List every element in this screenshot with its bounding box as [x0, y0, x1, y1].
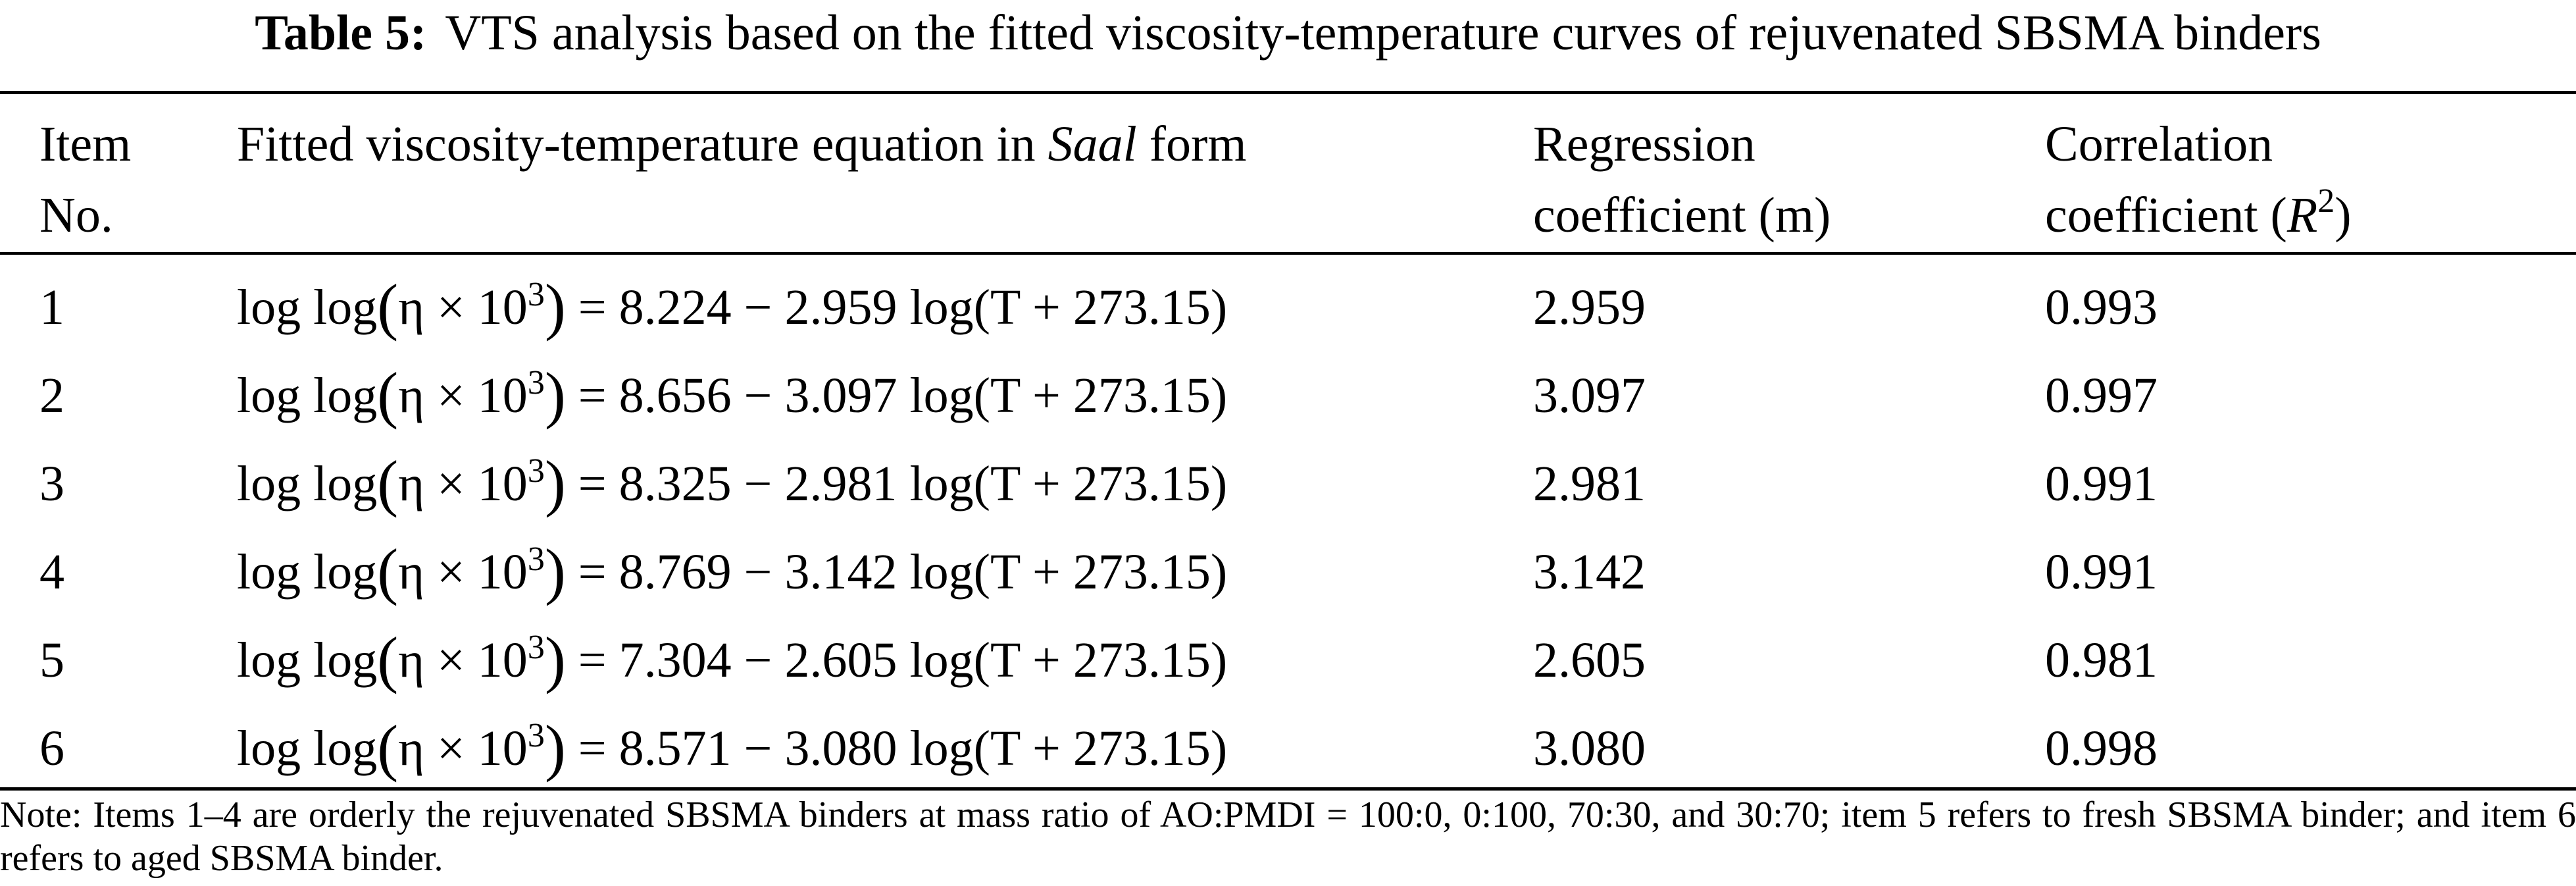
- header-regression: Regression coefficient (m): [1533, 117, 1831, 243]
- cell-equation: log log(η × 103) = 8.325 − 2.981 log(T +…: [237, 448, 1228, 518]
- cell-equation: log log(η × 103) = 8.571 − 3.080 log(T +…: [237, 712, 1228, 783]
- cell-correlation: 0.991: [2045, 456, 2158, 511]
- cell-correlation: 0.998: [2045, 721, 2158, 776]
- header-item-no: Item No.: [39, 117, 132, 243]
- cell-equation: log log(η × 103) = 8.769 − 3.142 log(T +…: [237, 536, 1228, 606]
- cell-regression: 2.981: [1533, 456, 1646, 511]
- cell-equation: log log(η × 103) = 7.304 − 2.605 log(T +…: [237, 624, 1228, 694]
- cell-regression: 3.142: [1533, 544, 1646, 600]
- table-row: 4 log log(η × 103) = 8.769 − 3.142 log(T …: [0, 528, 2576, 616]
- cell-equation: log log(η × 103) = 8.224 − 2.959 log(T +…: [237, 271, 1228, 342]
- cell-correlation: 0.993: [2045, 280, 2158, 335]
- header-equation: Fitted viscosity-temperature equation in…: [237, 117, 1247, 172]
- cell-item: 4: [39, 544, 64, 600]
- cell-correlation: 0.991: [2045, 544, 2158, 600]
- cell-item: 3: [39, 456, 64, 511]
- cell-item: 1: [39, 280, 64, 335]
- table-row: 2 log log(η × 103) = 8.656 − 3.097 log(T …: [0, 352, 2576, 440]
- table-row: 1 log log(η × 103) = 8.224 − 2.959 log(T …: [0, 263, 2576, 352]
- cell-item: 2: [39, 368, 64, 423]
- cell-correlation: 0.981: [2045, 633, 2158, 688]
- table-row: 5 log log(η × 103) = 7.304 − 2.605 log(T …: [0, 616, 2576, 704]
- cell-item: 5: [39, 633, 64, 688]
- bottom-rule: [0, 787, 2576, 791]
- table-row: 6 log log(η × 103) = 8.571 − 3.080 log(T …: [0, 704, 2576, 793]
- cell-item: 6: [39, 721, 64, 776]
- table-row: 3 log log(η × 103) = 8.325 − 2.981 log(T …: [0, 440, 2576, 528]
- header-correlation: Correlation coefficient (R2): [2045, 117, 2352, 243]
- top-rule: [0, 91, 2576, 94]
- header-rule: [0, 252, 2576, 255]
- cell-regression: 2.605: [1533, 633, 1646, 688]
- caption-text: VTS analysis based on the fitted viscosi…: [445, 5, 2321, 61]
- cell-correlation: 0.997: [2045, 368, 2158, 423]
- cell-regression: 3.080: [1533, 721, 1646, 776]
- table-caption: Table 5: VTS analysis based on the fitted…: [0, 0, 2576, 66]
- table-note: Note: Items 1–4 are orderly the rejuvena…: [0, 795, 2576, 879]
- cell-regression: 3.097: [1533, 368, 1646, 423]
- caption-label: Table 5:: [255, 5, 427, 61]
- cell-equation: log log(η × 103) = 8.656 − 3.097 log(T +…: [237, 359, 1228, 430]
- cell-regression: 2.959: [1533, 280, 1646, 335]
